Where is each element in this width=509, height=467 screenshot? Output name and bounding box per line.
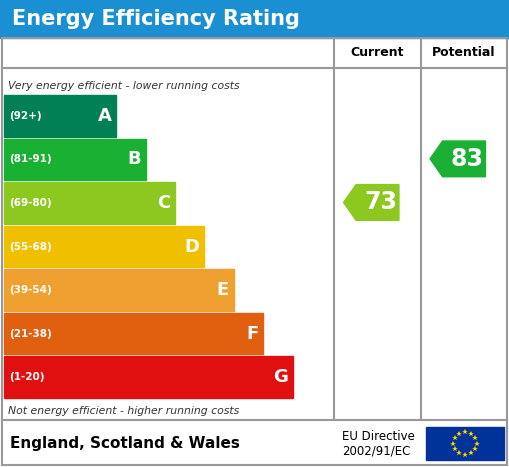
Text: 83: 83 bbox=[450, 147, 484, 171]
Text: E: E bbox=[217, 281, 229, 299]
Bar bbox=[4, 226, 205, 267]
Polygon shape bbox=[430, 141, 486, 177]
Text: (1-20): (1-20) bbox=[9, 372, 44, 382]
Bar bbox=[426, 426, 504, 460]
Bar bbox=[4, 269, 234, 311]
Text: 2002/91/EC: 2002/91/EC bbox=[342, 444, 410, 457]
Bar bbox=[4, 313, 263, 354]
Bar bbox=[0, 0, 509, 38]
Text: Potential: Potential bbox=[432, 47, 496, 59]
Text: (21-38): (21-38) bbox=[9, 329, 52, 339]
Text: G: G bbox=[273, 368, 288, 386]
Text: A: A bbox=[98, 107, 111, 125]
Text: (81-91): (81-91) bbox=[9, 155, 51, 164]
Bar bbox=[4, 139, 146, 180]
Text: C: C bbox=[157, 194, 170, 212]
Text: Not energy efficient - higher running costs: Not energy efficient - higher running co… bbox=[8, 406, 239, 416]
Polygon shape bbox=[344, 184, 399, 220]
Text: F: F bbox=[246, 325, 258, 343]
Text: B: B bbox=[127, 150, 141, 169]
Text: EU Directive: EU Directive bbox=[342, 430, 415, 443]
Text: (55-68): (55-68) bbox=[9, 241, 52, 252]
Text: Energy Efficiency Rating: Energy Efficiency Rating bbox=[12, 9, 300, 29]
Text: (92+): (92+) bbox=[9, 111, 42, 121]
Text: 73: 73 bbox=[364, 191, 397, 214]
Text: (39-54): (39-54) bbox=[9, 285, 52, 295]
Bar bbox=[4, 182, 175, 224]
Text: Current: Current bbox=[351, 47, 404, 59]
Text: England, Scotland & Wales: England, Scotland & Wales bbox=[10, 436, 240, 451]
Bar bbox=[4, 356, 293, 398]
Text: D: D bbox=[184, 238, 200, 255]
Bar bbox=[4, 95, 117, 136]
Text: Very energy efficient - lower running costs: Very energy efficient - lower running co… bbox=[8, 81, 240, 91]
Text: (69-80): (69-80) bbox=[9, 198, 51, 208]
